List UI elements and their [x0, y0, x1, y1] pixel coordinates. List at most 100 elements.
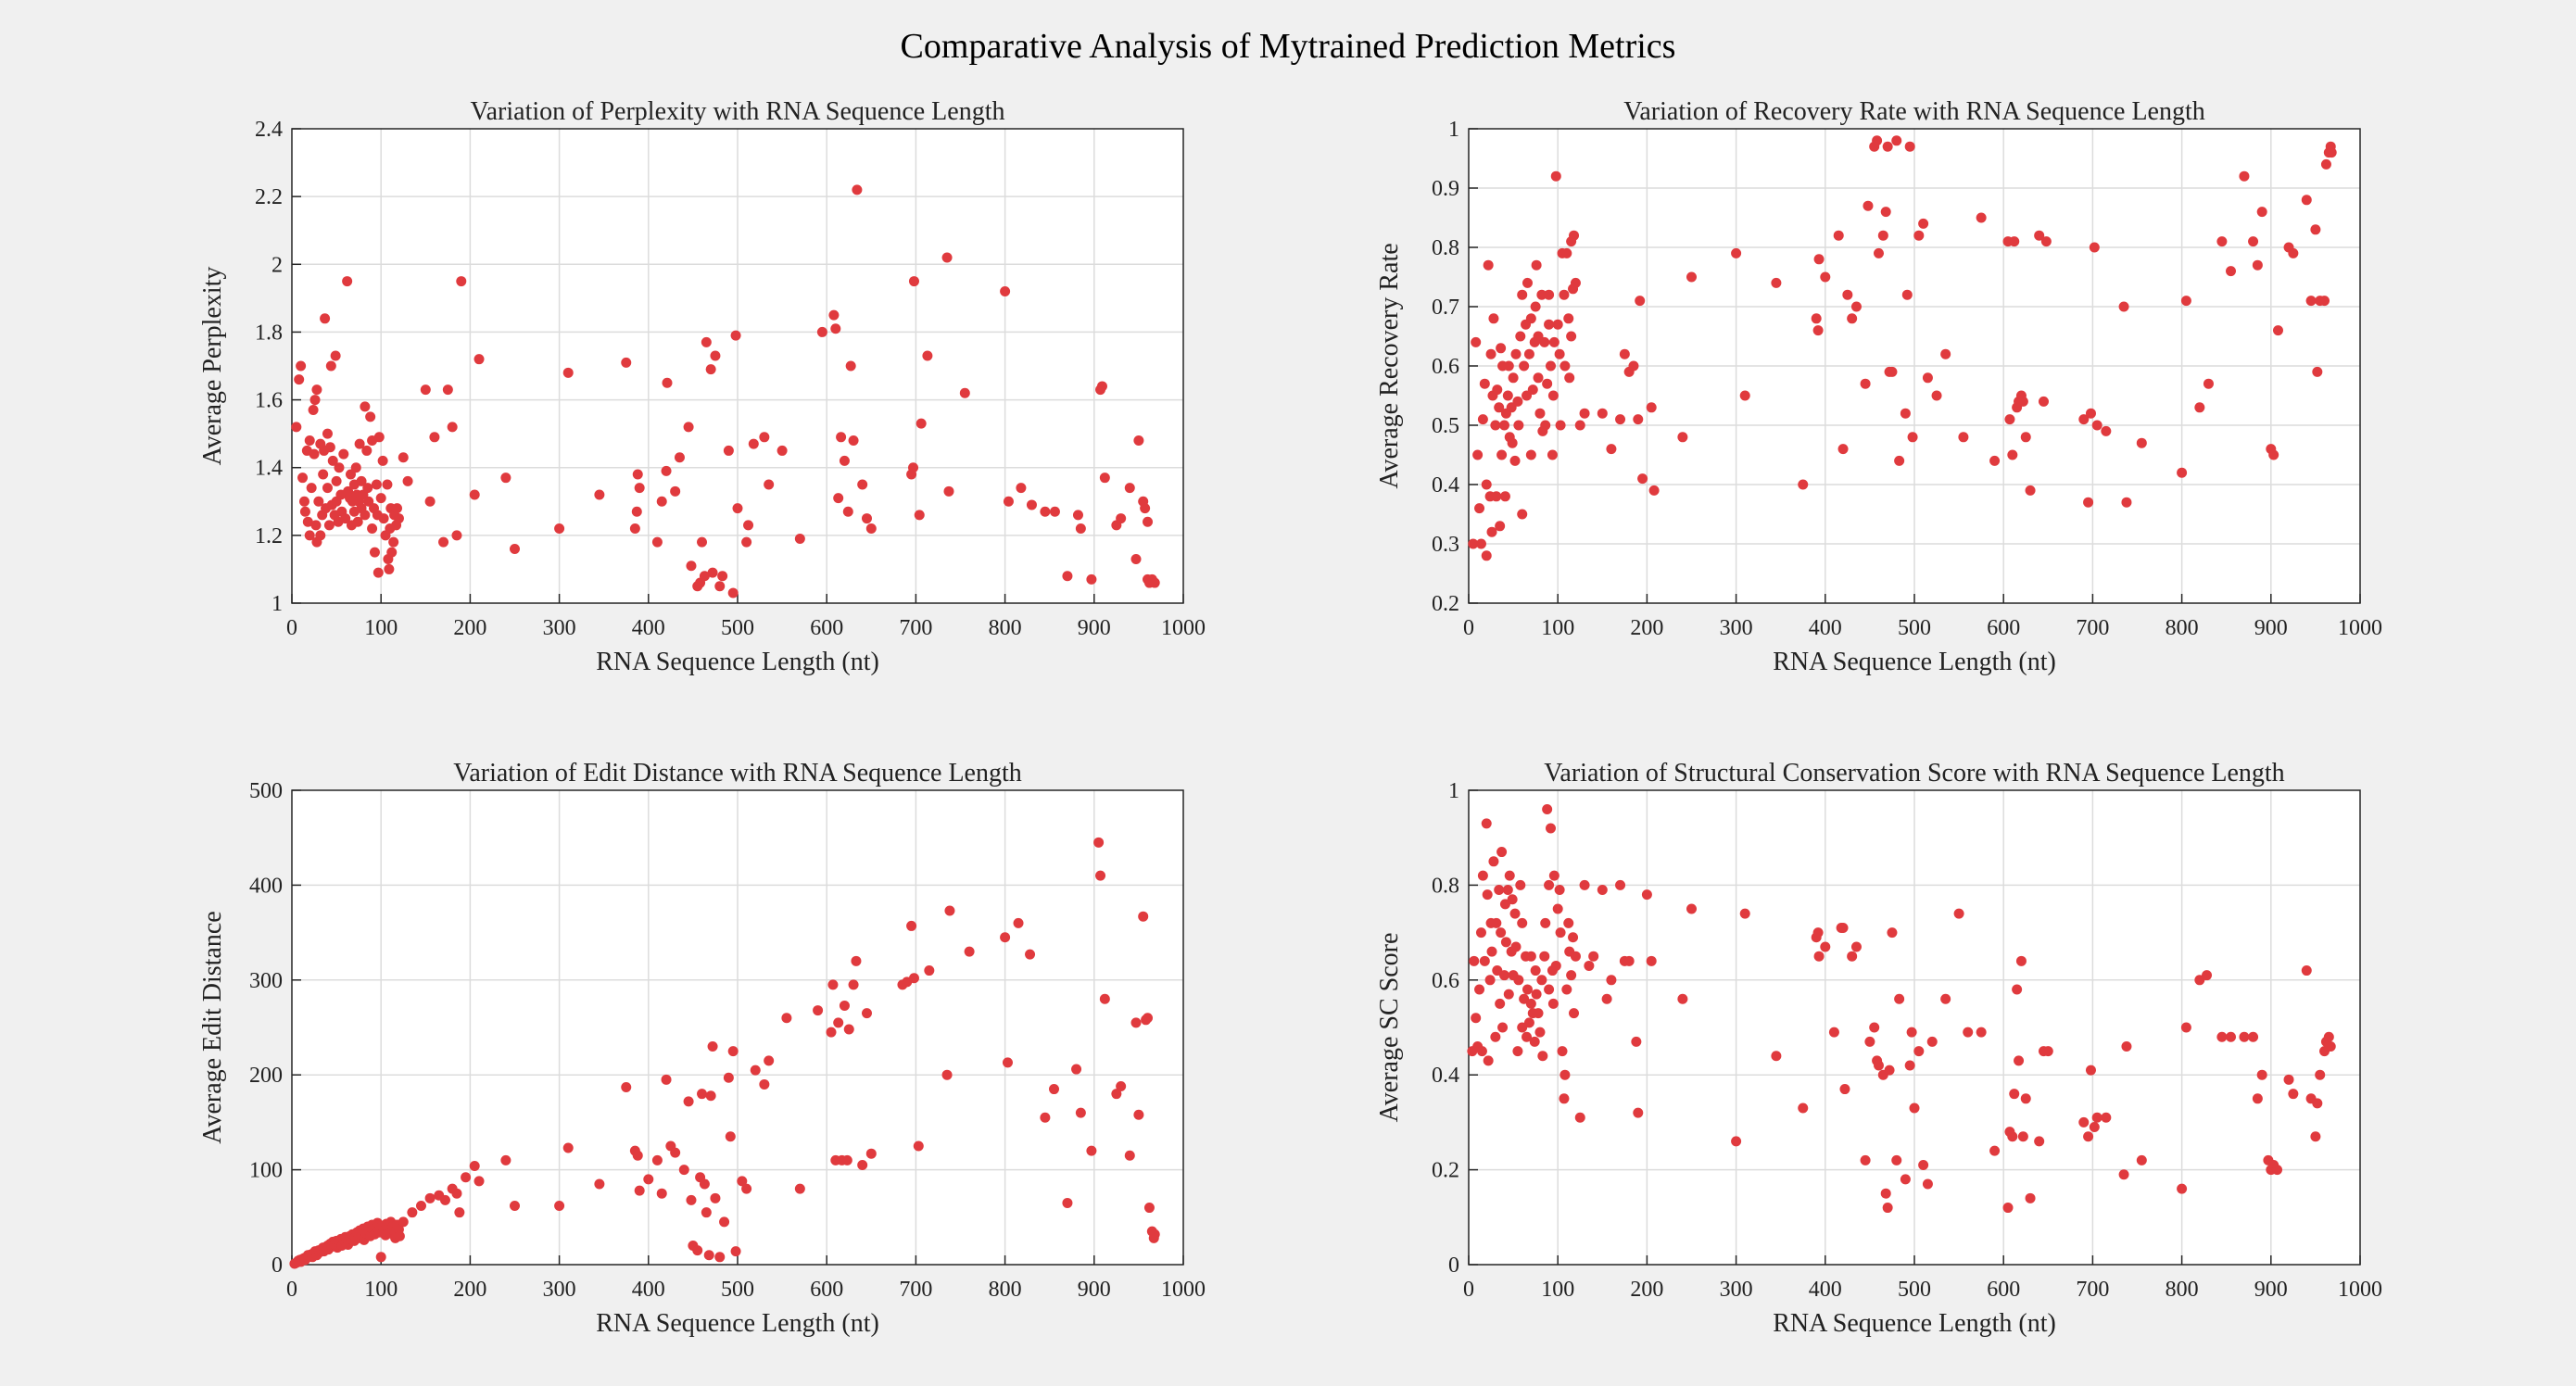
data-point	[851, 955, 862, 966]
data-point	[1143, 516, 1154, 527]
data-point	[1542, 378, 1553, 389]
data-point	[2239, 170, 2250, 182]
data-point	[1486, 946, 1497, 957]
data-point	[1568, 932, 1579, 943]
data-point	[2310, 1131, 2321, 1142]
chart-title: Variation of Structural Conservation Sco…	[1544, 759, 2284, 788]
data-point	[1002, 1057, 1013, 1068]
data-point	[1557, 1046, 1568, 1057]
data-point	[420, 384, 431, 396]
data-point	[1099, 993, 1110, 1004]
data-point	[1494, 885, 1505, 896]
data-point	[737, 1176, 748, 1187]
data-point	[727, 587, 739, 598]
data-point	[1564, 372, 1575, 384]
data-point	[1913, 230, 1925, 241]
data-point	[1499, 491, 1510, 502]
data-point	[959, 387, 970, 398]
data-point	[398, 452, 409, 463]
data-point	[1510, 941, 1522, 952]
data-point	[1588, 951, 1599, 962]
data-point	[1040, 506, 1051, 517]
chart-title: Variation of Edit Distance with RNA Sequ…	[453, 759, 1022, 788]
data-point	[1561, 247, 1572, 258]
data-point	[1570, 951, 1581, 962]
data-point	[1552, 319, 1563, 330]
data-point	[1474, 503, 1485, 514]
data-point	[2320, 158, 2331, 170]
data-point	[447, 422, 458, 433]
data-point	[1820, 271, 1831, 283]
data-point	[2089, 242, 2100, 253]
data-point	[310, 520, 322, 531]
data-point	[662, 377, 673, 388]
y-axis-label: Average Perplexity	[198, 267, 227, 466]
data-point	[1488, 856, 1499, 867]
x-tick-label: 1000	[1161, 1278, 1206, 1302]
data-point	[2083, 1131, 2094, 1142]
data-point	[1525, 998, 1536, 1009]
x-tick-label: 700	[2076, 616, 2109, 640]
data-point	[2007, 1131, 2018, 1142]
data-point	[1554, 885, 1565, 896]
data-point	[1619, 348, 1630, 359]
data-point	[325, 360, 336, 372]
data-point	[813, 1005, 824, 1016]
data-point	[631, 506, 642, 517]
data-point	[1544, 289, 1555, 300]
data-point	[1497, 1022, 1509, 1033]
data-point	[1847, 951, 1858, 962]
x-tick-label: 400	[1809, 616, 1842, 640]
data-point	[1534, 1027, 1546, 1038]
data-point	[1633, 1107, 1644, 1118]
data-point	[743, 520, 754, 531]
data-point	[407, 1207, 418, 1218]
data-point	[915, 418, 927, 429]
data-point	[2288, 247, 2299, 258]
data-point	[296, 360, 307, 372]
data-point	[2180, 1022, 2191, 1033]
y-tick-label: 0	[271, 1254, 283, 1278]
data-point	[1503, 360, 1514, 372]
data-point	[943, 485, 954, 497]
data-point	[1552, 903, 1563, 914]
data-point	[1071, 1064, 1082, 1075]
y-axis-label: Average SC Score	[1375, 933, 1404, 1123]
data-point	[1922, 1178, 1933, 1190]
data-point	[424, 1192, 436, 1203]
data-point	[315, 530, 326, 541]
data-point	[352, 516, 363, 527]
data-point	[384, 563, 395, 574]
data-point	[1533, 372, 1544, 384]
data-point	[308, 405, 319, 416]
data-point	[1086, 573, 1097, 585]
data-point	[2091, 420, 2102, 431]
data-point	[297, 472, 309, 484]
data-point	[1813, 951, 1825, 962]
data-point	[2042, 1046, 2053, 1057]
data-point	[1495, 521, 1506, 532]
data-point	[678, 1165, 689, 1176]
x-tick-label: 0	[286, 1278, 297, 1302]
data-point	[1003, 496, 1014, 507]
data-point	[661, 1074, 672, 1085]
data-point	[334, 462, 345, 473]
data-point	[2248, 1031, 2259, 1042]
data-point	[1623, 955, 1635, 966]
data-point	[2305, 296, 2317, 307]
data-point	[781, 1013, 792, 1024]
chart-title: Variation of Perplexity with RNA Sequenc…	[471, 97, 1005, 126]
data-point	[692, 1245, 703, 1256]
data-point	[1544, 319, 1555, 330]
data-point	[594, 1178, 605, 1190]
data-point	[1989, 455, 2001, 466]
data-point	[2020, 432, 2031, 443]
data-point	[1515, 879, 1526, 890]
data-point	[852, 184, 863, 195]
x-tick-label: 1000	[2338, 1278, 2382, 1302]
data-point	[1519, 360, 1530, 372]
data-point	[378, 513, 389, 524]
data-point	[361, 445, 373, 456]
x-tick-label: 400	[632, 616, 665, 640]
perplexity-scatter-plot: 0 100 200 300 400 500 600 700 800 900 1000 1 1.2 1.4 1…	[198, 97, 1206, 676]
